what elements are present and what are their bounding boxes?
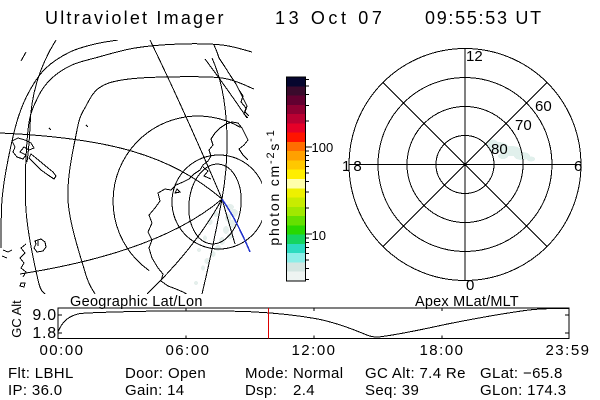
svg-text:GC Alt: 7.4 Re: GC Alt: 7.4 Re: [365, 365, 466, 382]
svg-text:Gain: 14: Gain: 14: [125, 382, 185, 399]
svg-text:Door: Open: Door: Open: [125, 365, 206, 382]
svg-text:23:59: 23:59: [545, 342, 590, 359]
svg-text:06:00: 06:00: [165, 342, 210, 359]
svg-text:1.8: 1.8: [32, 325, 57, 342]
svg-text:100: 100: [312, 140, 334, 155]
svg-text:Apex MLat/MLT: Apex MLat/MLT: [415, 294, 519, 310]
svg-text:6: 6: [574, 158, 582, 175]
svg-text:GLon: 174.3: GLon: 174.3: [480, 382, 566, 399]
svg-text:2.4: 2.4: [293, 382, 315, 399]
svg-text:10: 10: [312, 228, 326, 243]
svg-text:80: 80: [491, 141, 508, 158]
svg-text:60: 60: [535, 98, 552, 115]
svg-text:GLat: −65.8: GLat: −65.8: [480, 365, 563, 382]
svg-text:0: 0: [466, 277, 474, 294]
svg-text:9.0: 9.0: [32, 307, 57, 324]
svg-text:00:00: 00:00: [39, 342, 84, 359]
svg-text:Geographic Lat/Lon: Geographic Lat/Lon: [70, 294, 203, 310]
svg-text:Ultraviolet Imager: Ultraviolet Imager: [45, 8, 226, 28]
svg-text:12: 12: [466, 48, 483, 65]
svg-text:70: 70: [515, 117, 532, 134]
svg-text:Mode: Normal: Mode: Normal: [245, 365, 343, 382]
svg-text:IP: 36.0: IP: 36.0: [8, 382, 63, 399]
svg-text:Seq: 39: Seq: 39: [365, 382, 419, 399]
svg-text:12:00: 12:00: [291, 342, 336, 359]
svg-text:Dsp:: Dsp:: [245, 382, 277, 399]
svg-text:GC Alt: GC Alt: [9, 300, 24, 338]
svg-text:photon cm-2s-1: photon cm-2s-1: [265, 128, 282, 245]
svg-text:Flt: LBHL: Flt: LBHL: [8, 365, 74, 382]
svg-text:13 Oct 07: 13 Oct 07: [275, 8, 385, 28]
svg-text:18: 18: [342, 158, 365, 175]
svg-text:18:00: 18:00: [419, 342, 464, 359]
svg-text:09:55:53 UT: 09:55:53 UT: [425, 8, 543, 28]
